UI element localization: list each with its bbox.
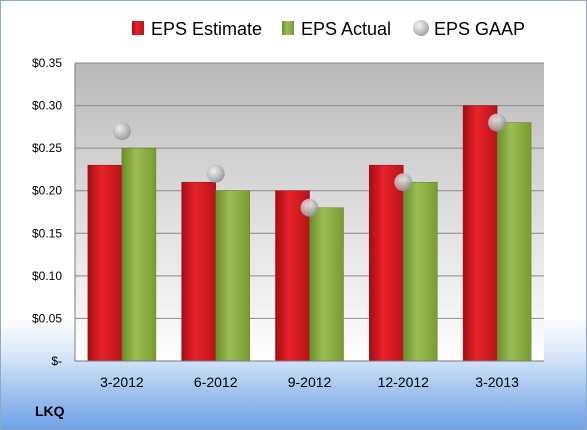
bar-eps-actual-6-2012 bbox=[215, 190, 250, 362]
legend: EPS Estimate EPS Actual EPS GAAP bbox=[132, 19, 525, 39]
legend-label: EPS Actual bbox=[301, 19, 391, 39]
bar-eps-actual-12-2012 bbox=[403, 181, 438, 362]
bar-eps-estimate-9-2012 bbox=[275, 190, 310, 362]
marker-eps-gaap-9-2012 bbox=[300, 198, 319, 217]
y-tick-label: $0.20 bbox=[32, 184, 62, 198]
bar-eps-estimate-3-2012 bbox=[87, 164, 123, 362]
bar-eps-estimate-6-2012 bbox=[181, 181, 216, 362]
ticker-label: LKQ bbox=[35, 403, 65, 419]
legend-label: EPS Estimate bbox=[151, 19, 262, 39]
y-tick-label: $- bbox=[51, 354, 62, 368]
legend-label: EPS GAAP bbox=[434, 19, 525, 39]
legend-marker-2 bbox=[413, 20, 429, 36]
bar-eps-actual-9-2012 bbox=[309, 207, 344, 362]
legend-swatch-0 bbox=[132, 21, 144, 35]
x-tick-label: 3-2013 bbox=[475, 374, 519, 390]
x-tick-label: 6-2012 bbox=[194, 374, 238, 390]
bar-eps-actual-3-2012 bbox=[121, 147, 157, 362]
y-tick-label: $0.15 bbox=[32, 226, 62, 240]
x-tick-label: 12-2012 bbox=[378, 374, 430, 390]
bar-eps-estimate-3-2013 bbox=[462, 105, 498, 362]
gaap-markers bbox=[112, 113, 507, 217]
axes: $- $0.05 $0.10 $0.15 $0.20 $0.25 $0.30 $0.35 3-2… bbox=[32, 56, 544, 390]
bar-eps-estimate-12-2012 bbox=[369, 164, 404, 362]
legend-swatch-1 bbox=[282, 21, 294, 35]
y-tick-label: $0.25 bbox=[32, 141, 62, 155]
bar-eps-actual-3-2013 bbox=[496, 122, 532, 362]
marker-eps-gaap-12-2012 bbox=[394, 173, 413, 192]
marker-eps-gaap-3-2012 bbox=[112, 122, 131, 141]
y-tick-label: $0.35 bbox=[32, 56, 62, 70]
marker-eps-gaap-3-2013 bbox=[488, 113, 507, 132]
marker-eps-gaap-6-2012 bbox=[206, 164, 225, 183]
x-tick-label: 3-2012 bbox=[100, 374, 144, 390]
y-tick-label: $0.05 bbox=[32, 311, 62, 325]
y-tick-label: $0.30 bbox=[32, 99, 62, 113]
bars bbox=[87, 105, 532, 362]
y-tick-label: $0.10 bbox=[32, 269, 62, 283]
x-tick-label: 9-2012 bbox=[288, 374, 332, 390]
